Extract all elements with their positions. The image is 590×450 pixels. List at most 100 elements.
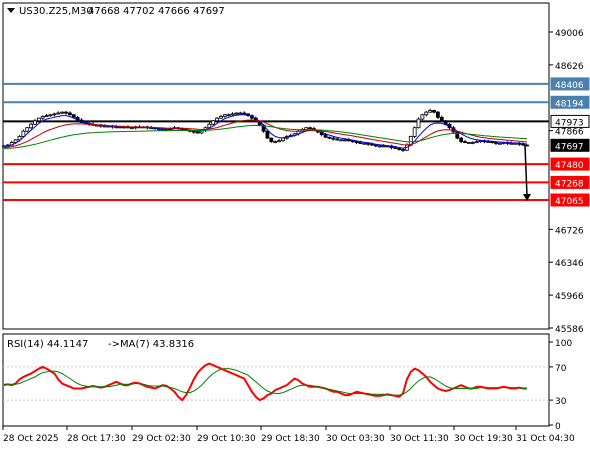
rsi-header: RSI(14) 44.1147 ->MA(7) 43.8316 <box>7 339 194 350</box>
candle-body <box>459 137 464 142</box>
candle-body <box>401 148 405 151</box>
price-tick-label: 49006 <box>555 29 584 39</box>
symbol-label: US30.Z25,M30 <box>19 6 93 17</box>
candle-body <box>195 131 200 134</box>
candle-body <box>265 130 270 139</box>
candle-body <box>71 114 76 118</box>
candle-body <box>374 144 378 147</box>
candle-body <box>474 141 479 143</box>
level-label-resistance: 48194 <box>555 99 584 109</box>
level-label-support: 47268 <box>555 179 584 189</box>
price-tick-label: 45966 <box>555 292 584 302</box>
candle-body <box>277 140 281 143</box>
candle-body <box>435 111 440 118</box>
rsi-ma-title: ->MA(7) 43.8316 <box>108 339 194 350</box>
rsi-layer <box>3 362 549 402</box>
price-tick-label: 48626 <box>555 62 584 72</box>
candle-body <box>331 137 336 140</box>
candle-body <box>339 139 343 142</box>
projection-arrow-head <box>523 193 531 201</box>
time-tick-label: 29 Oct 10:30 <box>197 434 256 444</box>
candle-body <box>222 114 227 117</box>
candle-body <box>36 117 41 122</box>
candle-body <box>17 135 22 141</box>
candle-body <box>455 131 460 139</box>
candle-body <box>370 143 374 146</box>
rsi-tick-label: 0 <box>555 422 561 432</box>
candle-body <box>304 127 309 130</box>
level-label-box <box>550 193 590 207</box>
candle-body <box>521 143 526 146</box>
time-tick-label: 30 Oct 03:30 <box>326 434 385 444</box>
time-tick-label: 29 Oct 02:30 <box>132 434 191 444</box>
candle-body <box>525 144 529 147</box>
candle-body <box>52 113 57 116</box>
price-tick-label: 46346 <box>555 259 584 269</box>
candle-body <box>13 139 18 143</box>
level-label-box <box>550 95 590 109</box>
candle-body <box>281 137 285 142</box>
candle-body <box>494 142 498 144</box>
candle-body <box>377 145 382 148</box>
time-tick-label: 29 Oct 18:30 <box>261 434 320 444</box>
rsi-tick-label: 70 <box>555 364 567 374</box>
candle-body <box>273 141 278 143</box>
candle-body <box>56 112 61 115</box>
rsi-panel-frame <box>2 333 550 427</box>
candle-body <box>44 115 49 118</box>
candle-body <box>432 110 436 113</box>
candle-body <box>60 111 65 114</box>
level-label-resistance: 48406 <box>555 81 584 91</box>
moving-average-line <box>3 119 528 149</box>
level-label-pivot: 47973 <box>555 118 584 128</box>
candle-body <box>234 112 239 115</box>
time-tick-label: 31 Oct 04:30 <box>516 434 575 444</box>
candle-body <box>64 111 68 114</box>
level-label-box <box>550 114 590 128</box>
candle-body <box>463 141 467 143</box>
candle-body <box>354 141 359 143</box>
time-tick-label: 28 Oct 2025 <box>3 434 59 444</box>
candle-body <box>439 116 444 122</box>
axis-layer: 49006 48626 47866 46726 46346 45966 45586 48406… <box>2 29 590 444</box>
candle-body <box>308 127 312 130</box>
candle-body <box>242 112 247 115</box>
rsi-tick-label: 30 <box>555 397 567 407</box>
candle-body <box>416 118 421 129</box>
candle-body <box>238 112 243 115</box>
candle-body <box>219 116 223 119</box>
level-label-box <box>550 175 590 189</box>
level-label-box <box>550 138 590 152</box>
candle-body <box>466 142 471 144</box>
time-tick-label: 30 Oct 11:30 <box>390 434 449 444</box>
candle-body <box>424 111 429 116</box>
candle-body <box>21 130 26 137</box>
candle-body <box>358 142 363 144</box>
candle-body <box>509 142 514 145</box>
candle-body <box>226 114 231 117</box>
level-label-support: 47065 <box>555 197 584 207</box>
price-tick-label: 47866 <box>555 128 584 138</box>
ohlc-label: 47668 47702 47666 47697 <box>88 6 225 17</box>
projection-arrow-shaft <box>524 145 528 197</box>
candle-body <box>486 141 491 143</box>
candle-body <box>269 137 274 142</box>
candle-body <box>350 140 355 143</box>
level-label-box <box>550 157 590 171</box>
level-label-support: 47480 <box>555 161 584 171</box>
candle-body <box>412 127 417 137</box>
candle-body <box>29 123 34 129</box>
candle-body <box>327 136 332 139</box>
candle-body <box>211 120 216 125</box>
candle-body <box>381 145 386 148</box>
rsi-title: RSI(14) 44.1147 <box>7 339 88 350</box>
chart-header: US30.Z25,M30 47668 47702 47666 47697 <box>7 6 225 17</box>
moving-average-line <box>3 124 528 149</box>
candle-body <box>366 142 371 145</box>
candle-body <box>428 110 433 113</box>
dropdown-triangle-icon[interactable] <box>7 8 15 13</box>
rsi-series-line <box>4 368 527 396</box>
level-label-box <box>550 77 590 91</box>
